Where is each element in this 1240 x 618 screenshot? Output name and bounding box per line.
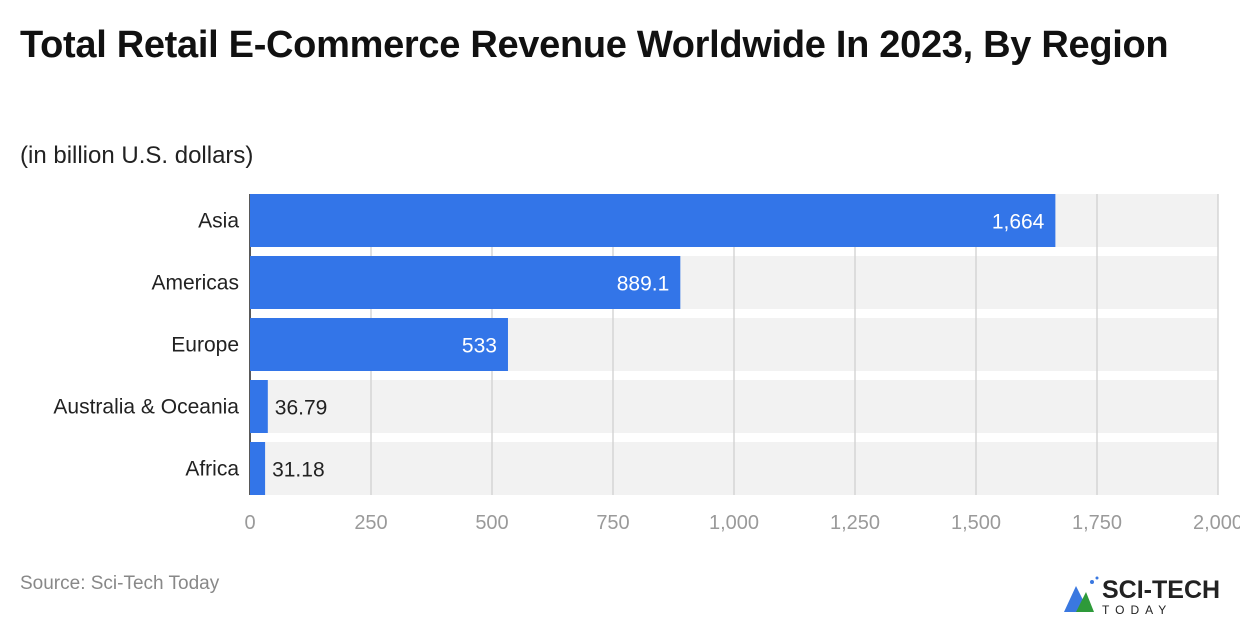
- category-label: Americas: [151, 272, 239, 295]
- logo-text: SCI-TECH: [1102, 576, 1220, 604]
- bar-australia-oceania: [250, 380, 268, 433]
- x-tick-label: 750: [596, 512, 629, 534]
- x-tick-label: 2,000: [1193, 512, 1240, 534]
- data-label: 533: [462, 335, 497, 358]
- data-label: 889.1: [617, 273, 670, 296]
- logo-subtext: TODAY: [1102, 603, 1172, 616]
- data-label: 1,664: [992, 211, 1045, 234]
- data-label: 31.18: [272, 459, 325, 482]
- category-label: Europe: [171, 334, 239, 357]
- logo-mark-green: [1076, 592, 1094, 612]
- x-tick-label: 500: [475, 512, 508, 534]
- chart-subtitle: (in billion U.S. dollars): [20, 142, 254, 169]
- logo-mark-icon: [1064, 586, 1084, 612]
- logo-dot: [1090, 580, 1094, 584]
- bar-chart: 0 250 500 750 1,000 1,250 1,500 1,750 2,000 Asia 1…: [53, 194, 1240, 534]
- x-tick-label: 0: [244, 512, 255, 534]
- x-tick-label: 1,250: [830, 512, 880, 534]
- bar-africa: [250, 442, 266, 495]
- sci-tech-today-logo: SCI-TECH TODAY: [1064, 576, 1220, 616]
- category-label: Australia & Oceania: [53, 396, 239, 419]
- chart-title: Total Retail E-Commerce Revenue Worldwid…: [20, 24, 1169, 66]
- category-label: Africa: [185, 458, 239, 481]
- x-tick-label: 1,750: [1072, 512, 1122, 534]
- bar-europe: [250, 318, 508, 371]
- data-label: 36.79: [275, 397, 328, 420]
- x-tick-label: 1,500: [951, 512, 1001, 534]
- x-tick-label: 250: [354, 512, 387, 534]
- source-note: Source: Sci-Tech Today: [20, 573, 220, 594]
- bar-asia: [250, 194, 1056, 247]
- category-label: Asia: [198, 210, 239, 233]
- logo-dot: [1095, 576, 1099, 580]
- x-tick-label: 1,000: [709, 512, 759, 534]
- bar-americas: [250, 256, 681, 309]
